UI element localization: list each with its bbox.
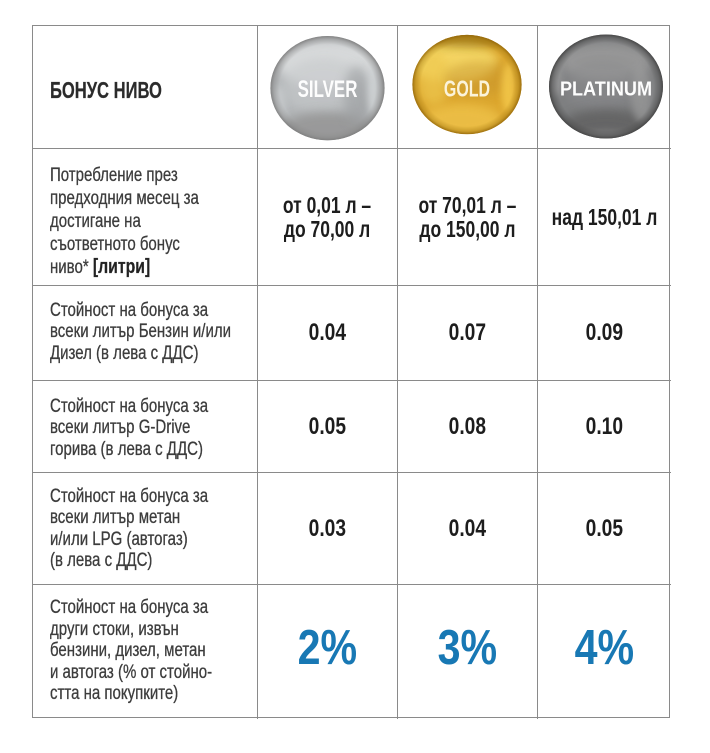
svg-text:SILVER: SILVER	[298, 76, 358, 103]
svg-text:GOLD: GOLD	[444, 77, 490, 102]
svg-text:PLATINUM: PLATINUM	[560, 79, 652, 101]
